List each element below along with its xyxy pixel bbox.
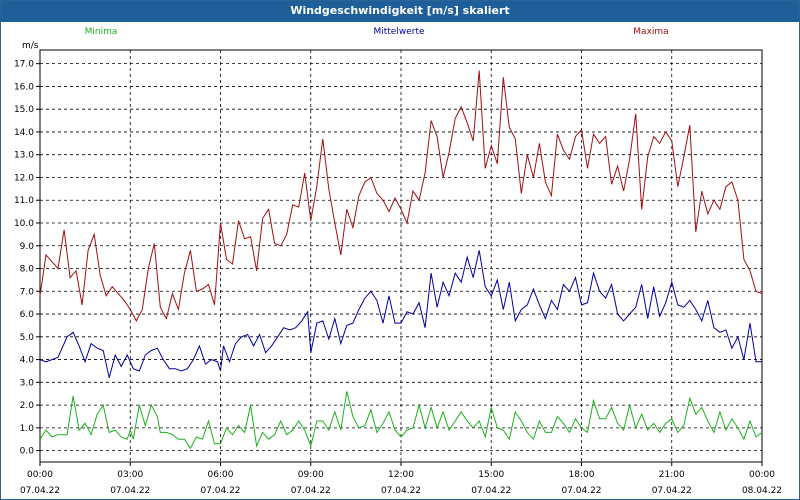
window-title: Windgeschwindigkeit [m/s] skaliert <box>1 1 799 22</box>
x-tick-time-label: 00:00 <box>749 470 775 480</box>
y-tick-label: 16.0 <box>14 82 34 92</box>
y-tick-label: 14.0 <box>14 128 34 138</box>
y-tick-label: 0.0 <box>20 447 35 457</box>
x-tick-date-label: 07.04.22 <box>471 486 511 496</box>
x-tick-time-label: 21:00 <box>659 470 685 480</box>
y-tick-label: 1.0 <box>20 424 35 434</box>
x-axis-ticks: 00:00 07.04.22 03:00 07.04.22 06:00 07.04.22 0… <box>20 462 782 496</box>
y-tick-label: 10.0 <box>14 219 34 229</box>
y-tick-label: 5.0 <box>20 333 35 343</box>
y-tick-label: 6.0 <box>20 310 35 320</box>
y-tick-label: 3.0 <box>20 378 35 388</box>
legend-entry-minima: Minima <box>85 27 118 37</box>
y-tick-label: 7.0 <box>20 287 35 297</box>
x-tick-date-label: 07.04.22 <box>561 486 601 496</box>
y-axis-label: m/s <box>22 41 39 51</box>
x-tick-time-label: 18:00 <box>569 470 595 480</box>
x-tick-time-label: 06:00 <box>208 470 234 480</box>
series-line-maxima <box>39 70 763 322</box>
wind-speed-chart: 0.0 1.0 2.0 3.0 4.0 5.0 6.0 7.0 8.0 9.0 10.0 11.0 12… <box>14 27 782 496</box>
x-tick-time-label: 00:00 <box>27 470 53 480</box>
x-tick-date-label: 08.04.22 <box>742 486 782 496</box>
x-tick-date-label: 07.04.22 <box>110 486 150 496</box>
y-tick-label: 13.0 <box>14 151 34 161</box>
x-tick-date-label: 07.04.22 <box>381 486 421 496</box>
legend-entry-mittelwerte: Mittelwerte <box>373 27 424 37</box>
x-tick-date-label: 07.04.22 <box>652 486 692 496</box>
legend-entry-maxima: Maxima <box>633 27 668 37</box>
y-tick-label: 8.0 <box>20 265 35 275</box>
y-axis-ticks: 0.0 1.0 2.0 3.0 4.0 5.0 6.0 7.0 8.0 9.0 10.0 11.0 12… <box>14 60 40 457</box>
x-tick-date-label: 07.04.22 <box>291 486 331 496</box>
series-line-mittelwerte <box>39 250 762 378</box>
y-tick-label: 12.0 <box>14 173 34 183</box>
y-tick-label: 4.0 <box>20 356 35 366</box>
y-tick-label: 9.0 <box>20 242 35 252</box>
grid-lines <box>40 50 762 462</box>
y-tick-label: 11.0 <box>14 196 34 206</box>
x-tick-date-label: 07.04.22 <box>20 486 60 496</box>
series-line-minima <box>39 391 763 450</box>
y-tick-label: 15.0 <box>14 105 34 115</box>
legend: Minima Mittelwerte Maxima <box>85 27 669 37</box>
x-tick-date-label: 07.04.22 <box>200 486 240 496</box>
y-tick-label: 2.0 <box>20 401 35 411</box>
y-tick-label: 17.0 <box>14 60 34 70</box>
series-lines <box>39 70 763 450</box>
x-tick-time-label: 09:00 <box>298 470 324 480</box>
x-tick-time-label: 12:00 <box>388 470 414 480</box>
x-tick-time-label: 03:00 <box>117 470 143 480</box>
x-tick-time-label: 15:00 <box>478 470 504 480</box>
